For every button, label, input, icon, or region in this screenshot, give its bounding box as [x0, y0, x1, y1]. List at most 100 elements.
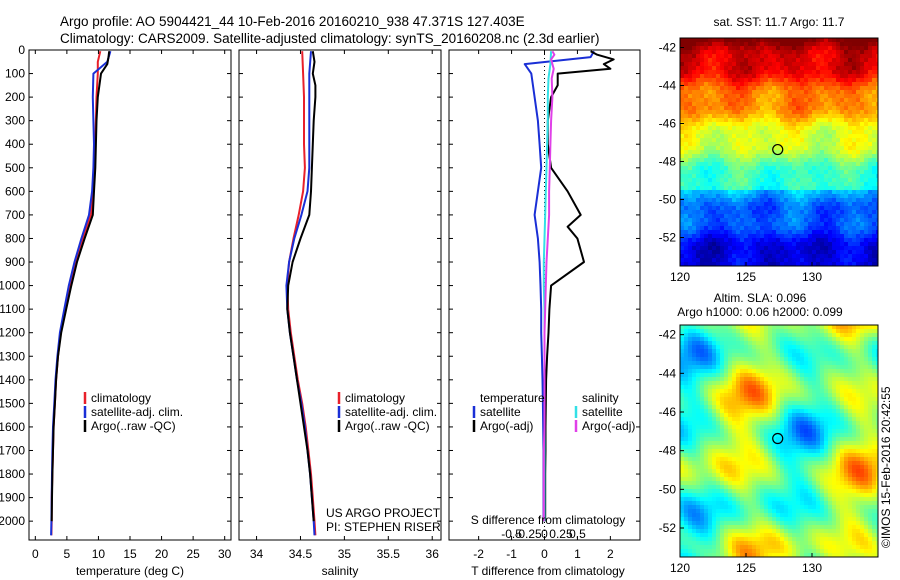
map-cell: [856, 353, 861, 358]
map-cell: [816, 138, 821, 143]
map-cell: [824, 385, 829, 390]
map-cell: [728, 385, 733, 390]
map-cell: [684, 74, 689, 79]
map-cell: [740, 222, 745, 227]
map-cell: [744, 198, 749, 203]
map-cell: [740, 381, 745, 386]
map-cell: [832, 186, 837, 191]
map-cell: [684, 445, 689, 450]
map-cell: [876, 50, 878, 55]
map-cell: [752, 118, 757, 123]
map-cell: [724, 174, 729, 179]
map-cell: [876, 405, 878, 410]
map-cell: [688, 373, 693, 378]
map-cell: [736, 254, 741, 259]
map-cell: [780, 401, 785, 406]
map-cell: [724, 409, 729, 414]
map-cell: [840, 262, 845, 266]
map-cell: [844, 74, 849, 79]
map-cell: [864, 206, 869, 211]
map-cell: [812, 102, 817, 107]
map-cell: [708, 357, 713, 362]
map-cell: [748, 146, 753, 151]
map-cell: [864, 425, 869, 430]
map-cell: [744, 46, 749, 51]
map-cell: [844, 130, 849, 135]
map-cell: [684, 198, 689, 203]
map-cell: [712, 162, 717, 167]
map-cell: [680, 122, 685, 127]
map-cell: [860, 130, 865, 135]
map-cell: [772, 461, 777, 466]
map-cell: [732, 429, 737, 434]
map-cell: [776, 202, 781, 207]
map-cell: [700, 262, 705, 266]
map-cell: [768, 86, 773, 91]
map-cell: [856, 337, 861, 342]
map-cell: [780, 369, 785, 374]
map-cell: [816, 357, 821, 362]
map-cell: [680, 210, 685, 215]
map-cell: [780, 182, 785, 187]
map-cell: [764, 413, 769, 418]
map-cell: [852, 118, 857, 123]
map-cell: [732, 226, 737, 231]
map-cell: [828, 377, 833, 382]
map-cell: [856, 405, 861, 410]
map-cell: [804, 353, 809, 358]
map-cell: [740, 234, 745, 239]
map-cell: [812, 230, 817, 235]
map-cell: [772, 369, 777, 374]
map-cell: [796, 174, 801, 179]
map-cell: [836, 78, 841, 83]
map-cell: [816, 70, 821, 75]
map-cell: [712, 94, 717, 99]
map-cell: [824, 210, 829, 215]
map-cell: [704, 150, 709, 155]
map-cell: [852, 337, 857, 342]
map-cell: [852, 445, 857, 450]
map-cell: [816, 58, 821, 63]
map-cell: [844, 150, 849, 155]
map-cell: [864, 246, 869, 251]
map-cell: [752, 262, 757, 266]
map-cell: [844, 202, 849, 207]
map-cell: [712, 381, 717, 386]
map-cell: [744, 194, 749, 199]
map-cell: [792, 118, 797, 123]
map-cell: [744, 258, 749, 263]
map-cell: [848, 134, 853, 139]
map-cell: [868, 325, 873, 330]
map-cell: [800, 234, 805, 239]
map-cell: [876, 158, 878, 163]
map-cell: [828, 206, 833, 211]
map-cell: [812, 349, 817, 354]
map-cell: [708, 353, 713, 358]
map-cell: [720, 254, 725, 259]
map-cell: [760, 114, 765, 119]
map-cell: [680, 393, 685, 398]
map-cell: [692, 226, 697, 231]
map-cell: [800, 433, 805, 438]
map-cell: [696, 409, 701, 414]
map-cell: [780, 246, 785, 251]
map-cell: [736, 242, 741, 247]
map-cell: [828, 341, 833, 346]
map-cell: [728, 150, 733, 155]
map-cell: [828, 218, 833, 223]
map-cell: [780, 230, 785, 235]
map-cell: [756, 86, 761, 91]
map-cell: [872, 254, 877, 259]
map-cell: [804, 114, 809, 119]
map-cell: [848, 102, 853, 107]
map-cell: [820, 433, 825, 438]
map-cell: [872, 110, 877, 115]
map-cell: [704, 110, 709, 115]
map-cell: [808, 246, 813, 251]
map-cell: [752, 385, 757, 390]
map-cell: [796, 202, 801, 207]
map-cell: [744, 250, 749, 255]
map-cell: [840, 38, 845, 43]
map-cell: [848, 202, 853, 207]
map-cell: [784, 130, 789, 135]
